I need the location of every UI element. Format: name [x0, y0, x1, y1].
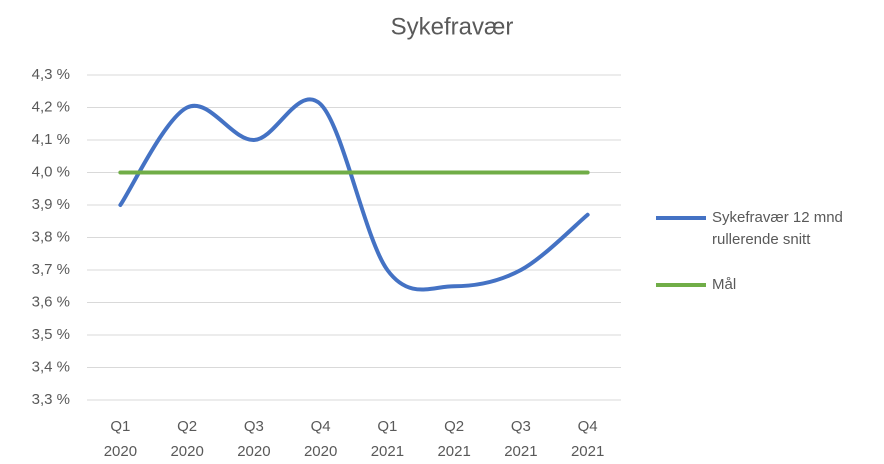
- y-tick-label: 3,5 %: [32, 326, 70, 343]
- legend-label: Mål: [712, 276, 737, 293]
- x-tick-label: 2021: [437, 443, 470, 460]
- x-tick-label: 2020: [304, 443, 337, 460]
- y-tick-label: 3,3 %: [32, 391, 70, 408]
- y-tick-label: 3,6 %: [32, 293, 70, 310]
- x-tick-label: Q1: [377, 418, 397, 435]
- x-tick-label: Q2: [177, 418, 197, 435]
- x-tick-label: 2021: [571, 443, 604, 460]
- x-tick-label: 2020: [237, 443, 270, 460]
- y-tick-label: 4,0 %: [32, 163, 70, 180]
- y-tick-label: 3,4 %: [32, 358, 70, 375]
- x-tick-label: 2021: [504, 443, 537, 460]
- x-tick-label: Q2: [444, 418, 464, 435]
- x-tick-label: 2021: [371, 443, 404, 460]
- y-tick-label: 4,1 %: [32, 131, 70, 148]
- x-tick-label: 2020: [170, 443, 203, 460]
- x-tick-label: Q3: [244, 418, 264, 435]
- x-tick-label: Q1: [110, 418, 130, 435]
- x-tick-label: Q3: [511, 418, 531, 435]
- y-tick-label: 4,3 %: [32, 66, 70, 83]
- x-tick-label: 2020: [104, 443, 137, 460]
- y-tick-label: 3,8 %: [32, 228, 70, 245]
- y-tick-label: 3,7 %: [32, 261, 70, 278]
- y-tick-label: 3,9 %: [32, 196, 70, 213]
- x-tick-label: Q4: [578, 418, 598, 435]
- legend-label: Sykefravær 12 mnd rullerende snitt: [712, 209, 843, 248]
- y-tick-label: 4,2 %: [32, 98, 70, 115]
- series-line: [118, 97, 590, 292]
- chart-title: Sykefravær: [391, 13, 514, 40]
- x-tick-label: Q4: [311, 418, 331, 435]
